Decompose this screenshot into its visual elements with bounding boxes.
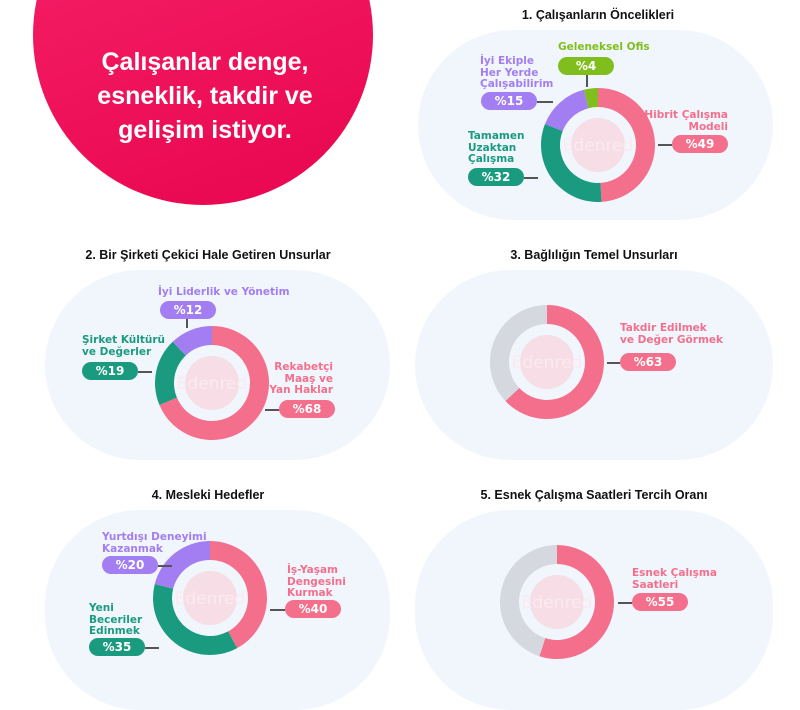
label-geleneksel-ofis: Geleneksel Ofis bbox=[558, 41, 650, 53]
chart-4-title: 4. Mesleki Hedefler bbox=[151, 488, 265, 502]
donut-segment bbox=[490, 305, 547, 402]
connector bbox=[158, 565, 172, 567]
label-hibrit: Hibrit Çalışma Modeli bbox=[644, 109, 728, 133]
value-pill: %15 bbox=[481, 92, 537, 110]
value-pill: %20 bbox=[102, 556, 158, 574]
donut-segment bbox=[154, 541, 210, 589]
connector bbox=[607, 362, 620, 364]
label-yeni-beceriler: Yeni Beceriler Edinmek bbox=[89, 602, 143, 637]
donut-segment bbox=[541, 124, 602, 202]
watermark-circle bbox=[530, 575, 584, 629]
watermark-circle bbox=[185, 356, 239, 410]
watermark-circle bbox=[183, 571, 237, 625]
connector bbox=[186, 319, 188, 328]
value-pill: %68 bbox=[279, 400, 335, 418]
watermark-circle bbox=[571, 118, 625, 172]
headline: Çalışanlar denge, esneklik, takdir ve ge… bbox=[97, 48, 313, 144]
label-iyi-liderlik: İyi Liderlik ve Yönetim bbox=[158, 286, 290, 298]
chart-2-title: 2. Bir Şirketi Çekici Hale Getiren Unsur… bbox=[85, 248, 331, 262]
chart-3-title: 3. Bağlılığın Temel Unsurları bbox=[510, 248, 678, 262]
donut-segment bbox=[500, 545, 557, 657]
watermark-circle bbox=[520, 335, 574, 389]
label-yurtdisi: Yurtdışı Deneyimi Kazanmak bbox=[102, 531, 207, 555]
donut-segment bbox=[172, 326, 212, 356]
donut-segment bbox=[155, 341, 186, 406]
donut-chart-5: Edenred bbox=[500, 545, 614, 659]
donut-chart-2: Edenred bbox=[155, 326, 269, 440]
label-esnek: Esnek Çalışma Saatleri bbox=[632, 567, 717, 591]
value-pill: %55 bbox=[632, 593, 688, 611]
connector bbox=[537, 101, 553, 103]
connector bbox=[138, 371, 152, 373]
label-takdir: Takdir Edilmek ve Değer Görmek bbox=[620, 322, 723, 346]
connector bbox=[618, 602, 632, 604]
value-pill: %49 bbox=[672, 135, 728, 153]
donut-chart-1: Edenred bbox=[541, 88, 656, 202]
donut-segment bbox=[598, 88, 656, 202]
donut-segment bbox=[210, 541, 267, 649]
donut-segment bbox=[159, 326, 269, 440]
value-pill: %19 bbox=[82, 362, 138, 380]
chart-1-title: 1. Çalışanların Öncelikleri bbox=[521, 8, 675, 22]
donut-segment bbox=[545, 89, 589, 132]
chart-5-title: 5. Esnek Çalışma Saatleri Tercih Oranı bbox=[480, 488, 708, 502]
connector bbox=[586, 75, 588, 87]
donut-chart-4: Edenred bbox=[153, 541, 267, 655]
label-tamamen-uzaktan: Tamamen Uzaktan Çalışma bbox=[468, 130, 525, 165]
label-is-yasam: İş-Yaşam Dengesini Kurmak bbox=[287, 564, 346, 599]
watermark-logo: Edenred bbox=[563, 136, 634, 156]
donut-segment bbox=[583, 88, 598, 109]
donut-segment bbox=[505, 305, 604, 419]
panel-5 bbox=[415, 510, 773, 710]
value-pill: %63 bbox=[620, 353, 676, 371]
label-sirket-kulturu: Şirket Kültürü ve Değerler bbox=[82, 334, 166, 358]
connector bbox=[524, 177, 538, 179]
watermark-logo: Edenred bbox=[522, 593, 593, 613]
label-rekabetci-maas: Rekabetçi Maaş ve Yan Haklar bbox=[269, 361, 333, 396]
connector bbox=[270, 609, 285, 611]
value-pill: %4 bbox=[558, 57, 614, 75]
donut-segment bbox=[153, 584, 238, 655]
value-pill: %32 bbox=[468, 168, 524, 186]
value-pill: %40 bbox=[285, 600, 341, 618]
value-pill: %35 bbox=[89, 638, 145, 656]
connector bbox=[265, 409, 279, 411]
connector bbox=[658, 144, 672, 146]
value-pill: %12 bbox=[160, 301, 216, 319]
watermark-logo: Edenred bbox=[175, 589, 246, 609]
donut-chart-3: Edenred bbox=[490, 305, 604, 419]
watermark-logo: Edenred bbox=[512, 353, 583, 373]
donut-segment bbox=[539, 545, 614, 659]
label-iyi-ekiple: İyi Ekiple Her Yerde Çalışabilirim bbox=[480, 55, 554, 90]
connector bbox=[145, 647, 159, 649]
watermark-logo: Edenred bbox=[177, 374, 248, 394]
